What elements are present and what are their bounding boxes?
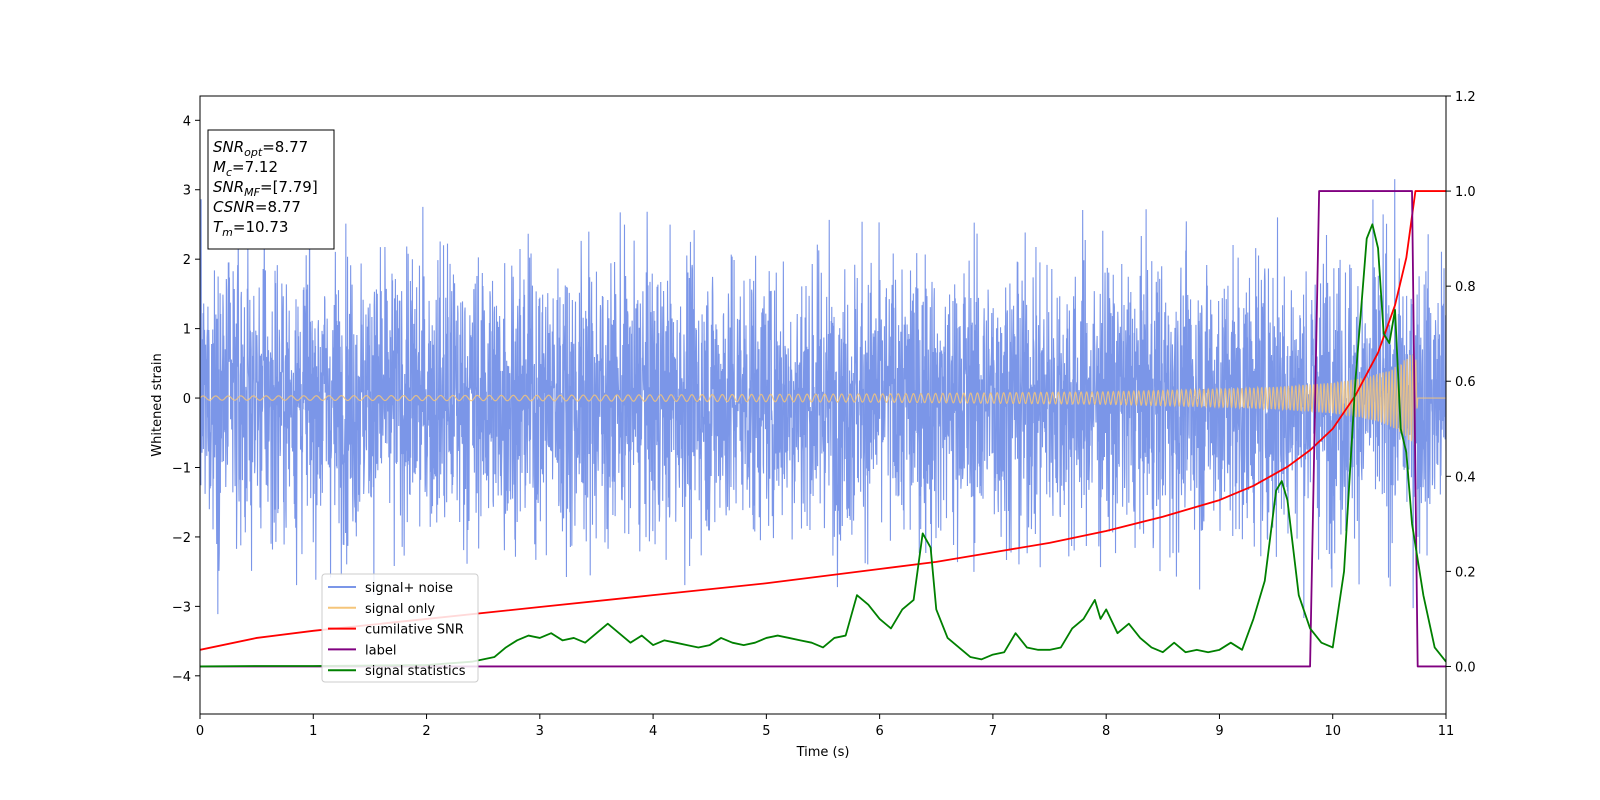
y2-tick-label: 1.0 [1455,185,1476,200]
x-tick-label: 0 [196,724,204,739]
x-tick-label: 2 [422,724,430,739]
x-tick-label: 3 [536,724,544,739]
series-cumulative-snr [200,190,1446,651]
info-line: SNRopt=8.77 [213,138,308,159]
plot-frame [199,95,1447,715]
legend-label: signal only [365,602,435,617]
x-tick-label: 8 [1102,724,1110,739]
info-box-frame [207,129,335,250]
x-tick-label: 10 [1324,724,1341,739]
series-signal-only [200,354,1446,446]
info-line: SNRMF=[7.79] [213,178,318,199]
legend-label: signal+ noise [365,581,453,596]
y-tick-label: 2 [183,253,191,268]
series-label [200,190,1446,668]
y2-tick-label: 0.8 [1455,280,1476,295]
legend-label: signal statistics [365,664,466,679]
y-tick-label: −4 [172,670,191,685]
y-tick-label: −1 [172,461,191,476]
x-tick-label: 6 [875,724,883,739]
info-line: CSNR=8.77 [213,198,301,216]
y-axis-label: Whitened strain [150,353,165,456]
series-signal-statistics [200,223,1446,668]
series-signal-noise [200,153,1446,619]
y-tick-label: −3 [172,600,191,615]
x-tick-label: 11 [1438,724,1455,739]
legend-label: label [365,643,396,658]
info-line: Tm=10.73 [213,218,288,239]
y-tick-label: −2 [172,531,191,546]
x-tick-label: 7 [989,724,997,739]
legend-label: cumilative SNR [365,623,464,638]
x-tick-label: 5 [762,724,770,739]
y-tick-label: 0 [183,392,191,407]
plot-area [200,153,1446,668]
x-tick-label: 1 [309,724,317,739]
y2-tick-label: 0.4 [1455,470,1476,485]
legend: signal+ noise signal only cumilative SNR la… [321,573,479,683]
axes: 0 1 2 3 4 5 6 7 8 9 10 11 −4 −3 −2 −1 0 1 2 3 4 0.0 0.2 0.4 0.6 0… [172,90,1476,739]
x-axis-label: Time (s) [796,745,850,760]
y2-tick-label: 0.0 [1455,660,1476,675]
y-tick-label: 1 [183,323,191,338]
x-tick-label: 9 [1215,724,1223,739]
legend-frame [321,573,479,683]
y2-tick-label: 0.2 [1455,565,1476,580]
x-tick-label: 4 [649,724,657,739]
y2-tick-label: 0.6 [1455,375,1476,390]
y2-tick-label: 1.2 [1455,90,1476,105]
info-line: Mc=7.12 [213,158,278,179]
y-tick-label: 4 [183,114,191,129]
y-tick-label: 3 [183,184,191,199]
